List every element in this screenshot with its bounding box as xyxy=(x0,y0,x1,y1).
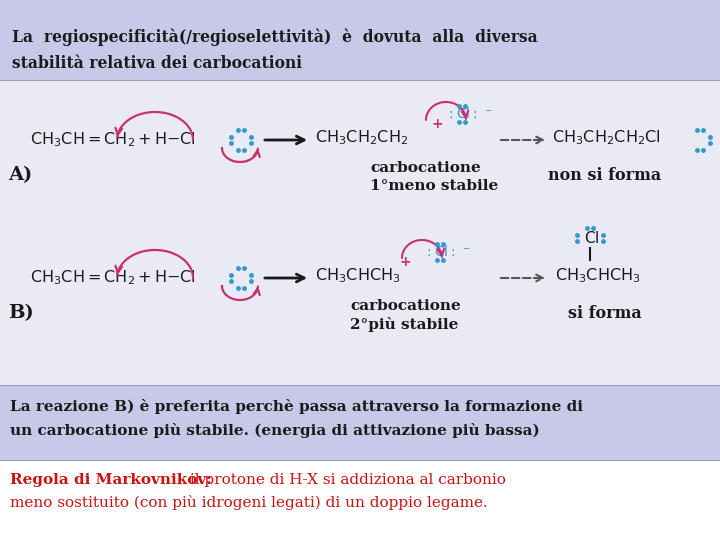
Text: carbocatione: carbocatione xyxy=(370,161,481,175)
Bar xyxy=(0,460,720,540)
Text: $\mathsf{:Cl:}$: $\mathsf{:Cl:}$ xyxy=(446,106,477,122)
Text: si forma: si forma xyxy=(568,305,642,321)
Text: $\mathsf{CH_3CH_2CH_2Cl}$: $\mathsf{CH_3CH_2CH_2Cl}$ xyxy=(552,129,661,147)
Text: $\mathsf{CH_3CH{=}CH_2 + H{-}Cl}$: $\mathsf{CH_3CH{=}CH_2 + H{-}Cl}$ xyxy=(30,268,196,287)
Text: $\mathsf{CH_3CHCH_3}$: $\mathsf{CH_3CHCH_3}$ xyxy=(555,267,641,285)
Text: La reazione B) è preferita perchè passa attraverso la formazione di: La reazione B) è preferita perchè passa … xyxy=(10,400,583,415)
Text: $\mathsf{:Cl:}$: $\mathsf{:Cl:}$ xyxy=(424,245,456,260)
Text: $^-$: $^-$ xyxy=(483,107,493,120)
Text: +: + xyxy=(431,117,443,131)
Text: stabilità relativa dei carbocationi: stabilità relativa dei carbocationi xyxy=(12,56,302,72)
Text: $^-$: $^-$ xyxy=(461,246,471,259)
Text: $\mathsf{:Cl:}$: $\mathsf{:Cl:}$ xyxy=(573,230,607,246)
Text: il protone di H-X si addiziona al carbonio: il protone di H-X si addiziona al carbon… xyxy=(185,473,506,487)
Text: La  regiospecificità(/regioselettività)  è  dovuta  alla  diversa: La regiospecificità(/regioselettività) è… xyxy=(12,28,538,46)
Text: meno sostituito (con più idrogeni legati) di un doppio legame.: meno sostituito (con più idrogeni legati… xyxy=(10,495,487,510)
Text: B): B) xyxy=(8,304,34,322)
Text: $\mathsf{CH_3CH{=}CH_2 + H{-}Cl}$: $\mathsf{CH_3CH{=}CH_2 + H{-}Cl}$ xyxy=(30,131,196,150)
Text: non si forma: non si forma xyxy=(549,166,662,184)
Bar xyxy=(0,80,720,385)
Text: un carbocatione più stabile. (energia di attivazione più bassa): un carbocatione più stabile. (energia di… xyxy=(10,422,540,437)
Text: $\mathsf{CH_3CH_2CH_2}$: $\mathsf{CH_3CH_2CH_2}$ xyxy=(315,129,408,147)
Text: 1°meno stabile: 1°meno stabile xyxy=(370,179,498,193)
Text: A): A) xyxy=(8,166,32,184)
Text: carbocatione: carbocatione xyxy=(350,299,461,313)
Text: +: + xyxy=(399,255,411,269)
Text: 2°più stabile: 2°più stabile xyxy=(350,316,459,332)
Bar xyxy=(0,0,720,80)
Text: $\mathsf{CH_3CHCH_3}$: $\mathsf{CH_3CHCH_3}$ xyxy=(315,267,400,285)
Text: Regola di Markovnikov:: Regola di Markovnikov: xyxy=(10,473,212,487)
Bar xyxy=(0,385,720,460)
